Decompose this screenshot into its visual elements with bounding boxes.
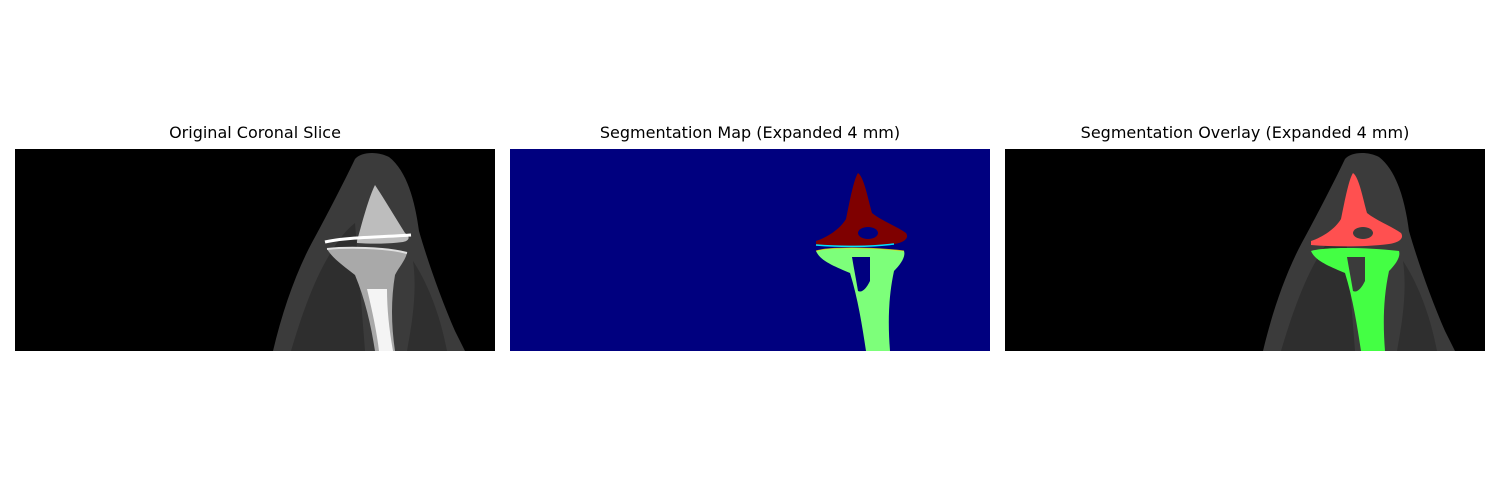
panel-title-segmentation-map: Segmentation Map (Expanded 4 mm): [599, 123, 901, 142]
segmentation-map-image: [510, 149, 990, 351]
panel-title-original: Original Coronal Slice: [169, 123, 341, 142]
panel-title-segmentation-overlay: Segmentation Overlay (Expanded 4 mm): [1080, 123, 1410, 142]
segmentation-overlay-image: [1005, 149, 1485, 351]
original-coronal-slice-image: [15, 149, 495, 351]
